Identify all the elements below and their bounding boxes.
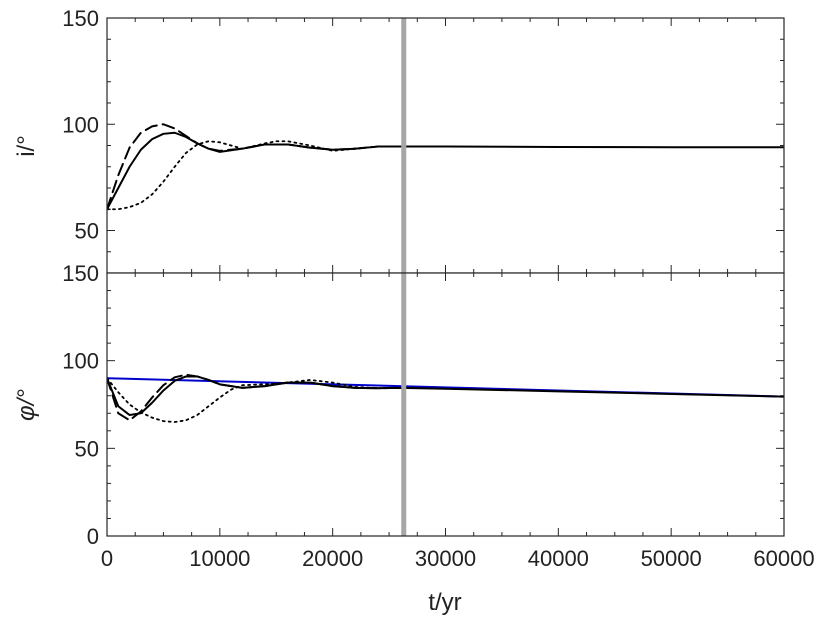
x-tick-label: 10000: [189, 546, 250, 571]
axes-frame-bottom: [106, 272, 785, 537]
series-line-top-dashed-1: [107, 123, 402, 211]
series-line-top-dotted-2: [107, 140, 402, 211]
series-group-bottom: [107, 373, 784, 423]
plot-area-bottom: [107, 273, 784, 536]
x-tick-label: 20000: [302, 546, 363, 571]
y-axis-label-top: i/°: [13, 135, 40, 157]
y-tick-label-bottom: 50: [75, 436, 99, 461]
x-tick-label: 0: [101, 546, 113, 571]
x-tick-label: 60000: [753, 546, 814, 571]
x-tick-label: 50000: [641, 546, 702, 571]
y-tick-label-bottom: 150: [62, 261, 99, 286]
plot-area-top: [107, 18, 784, 273]
series-line-bottom-dotted-3: [107, 377, 402, 423]
y-tick-label-bottom: 100: [62, 349, 99, 374]
y-axis-label-bottom: φ/°: [13, 389, 40, 421]
y-tick-label-top: 150: [62, 6, 99, 31]
y-tick-label-top: 100: [62, 112, 99, 137]
y-tick-label-bottom: 0: [87, 524, 99, 549]
x-tick-label: 40000: [528, 546, 589, 571]
x-tick-label: 30000: [415, 546, 476, 571]
series-group-top: [107, 123, 784, 211]
y-tick-label-top: 50: [75, 219, 99, 244]
panel-top-inclination: 50 100 150: [62, 6, 785, 274]
x-axis-label: t/yr: [428, 589, 461, 616]
panel-bottom-phi: 0 50 100 150 0 10000 20000 30000 40000 50000 60000: [62, 261, 814, 571]
